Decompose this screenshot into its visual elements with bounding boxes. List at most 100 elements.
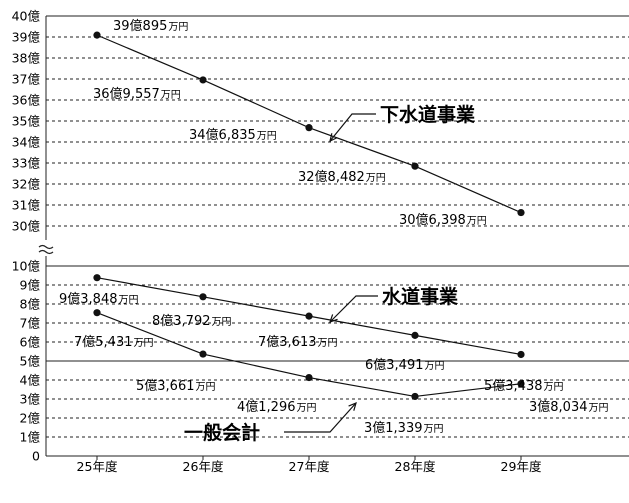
data-label-unit: 万円: [297, 403, 317, 414]
x-tick-label: 27年度: [289, 459, 330, 474]
data-point: [305, 373, 313, 382]
data-label-unit: 万円: [467, 216, 487, 227]
data-label-number: 5億3,438: [484, 378, 543, 394]
y-tick-label-lower: 8億: [20, 297, 41, 312]
data-label-unit: 万円: [425, 361, 445, 372]
data-point: [411, 392, 419, 401]
y-tick-label-lower: 6億: [20, 335, 41, 350]
data-label-number: 4億1,296: [237, 399, 296, 415]
y-tick-label-lower: 4億: [20, 373, 41, 388]
callout-line: [329, 295, 378, 323]
axis-break-mark: [38, 244, 54, 250]
axes: [38, 16, 522, 460]
data-label-number: 39億895: [113, 18, 167, 34]
x-tick-label: 25年度: [77, 459, 118, 474]
data-label-unit: 万円: [544, 382, 564, 393]
data-labels: 39億895万円36億9,557万円34億6,835万円32億8,482万円30…: [59, 18, 609, 436]
y-tick-label-lower: 2億: [20, 411, 41, 426]
tick-labels: 30億 31億 32億 33億 34億 35億 36億 37億 38億 39億 40億 0 1億 2億 3億…: [12, 9, 542, 475]
data-label: 4億1,296万円: [237, 399, 317, 415]
data-label-unit: 万円: [212, 317, 232, 328]
data-label: 3億8,034万円: [529, 399, 609, 415]
data-label-number: 8億3,792: [152, 313, 211, 329]
y-tick-label-lower: 5億: [20, 354, 41, 369]
callout-arrowhead: [348, 401, 357, 411]
y-tick-label-upper: 30億: [12, 219, 41, 234]
x-tick-label: 26年度: [183, 459, 224, 474]
data-label-unit: 万円: [366, 173, 386, 184]
data-label-unit: 万円: [168, 22, 188, 33]
data-point: [93, 309, 101, 317]
data-label: 32億8,482万円: [298, 169, 386, 185]
data-label: 7億3,613万円: [258, 334, 338, 350]
data-label-unit: 万円: [589, 403, 609, 414]
data-point: [517, 380, 525, 388]
gridlines: [46, 15, 629, 457]
y-tick-label-upper: 35億: [12, 114, 41, 129]
callout-line: [329, 113, 376, 142]
data-label: 5億3,438万円: [484, 378, 564, 394]
data-label-number: 7億3,613: [258, 334, 317, 350]
x-tick-label: 29年度: [501, 459, 542, 474]
data-label-number: 5億3,661: [136, 378, 195, 394]
y-tick-label-upper: 33億: [12, 156, 41, 171]
data-point: [305, 312, 313, 320]
y-tick-label-upper: 40億: [12, 9, 41, 24]
data-point: [93, 31, 101, 39]
data-point: [411, 162, 419, 170]
data-point: [199, 350, 207, 358]
data-point: [517, 208, 525, 217]
data-label-number: 36億9,557: [93, 86, 160, 102]
y-tick-label-upper: 31億: [12, 198, 41, 213]
y-tick-label-lower: 9億: [20, 278, 41, 293]
x-tick-label: 28年度: [395, 459, 436, 474]
data-point: [93, 274, 101, 282]
y-tick-label-lower: 10億: [12, 259, 41, 274]
data-label-number: 6億3,491: [365, 357, 424, 373]
y-tick-label-lower: 1億: [20, 430, 41, 445]
data-label-number: 7億5,431: [74, 334, 133, 350]
y-tick-label-lower: 7億: [20, 316, 41, 331]
series-name-label: 一般会計: [184, 421, 260, 444]
data-label: 9億3,848万円: [59, 291, 139, 307]
data-label-unit: 万円: [161, 90, 181, 101]
data-label: 5億3,661万円: [136, 378, 216, 394]
data-label: 34億6,835万円: [189, 127, 277, 143]
data-label-unit: 万円: [134, 338, 154, 349]
data-label-number: 3億8,034: [529, 399, 588, 415]
series-name-label: 下水道事業: [380, 103, 476, 126]
y-tick-label-upper: 37億: [12, 72, 41, 87]
data-label-unit: 万円: [318, 338, 338, 349]
data-point: [199, 76, 207, 84]
callout-line: [284, 402, 357, 433]
y-tick-label-upper: 32億: [12, 177, 41, 192]
data-label-number: 32億8,482: [298, 169, 365, 185]
data-label-unit: 万円: [196, 382, 216, 393]
series-points: [93, 31, 525, 401]
data-label: 30億6,398万円: [399, 212, 487, 228]
y-tick-label-upper: 34億: [12, 135, 41, 150]
axis-break-mark: [38, 249, 54, 255]
callout-arrowhead: [329, 314, 338, 323]
data-label-number: 9億3,848: [59, 291, 118, 307]
data-point: [199, 293, 207, 301]
data-label-unit: 万円: [119, 295, 139, 306]
data-point: [517, 350, 525, 359]
data-label: 36億9,557万円: [93, 86, 181, 102]
data-point: [411, 331, 419, 339]
data-label-unit: 万円: [424, 424, 444, 435]
data-label: 7億5,431万円: [74, 334, 154, 350]
callout-arrowhead: [329, 133, 338, 143]
data-label: 3億1,339万円: [364, 420, 444, 436]
data-label: 39億895万円: [113, 18, 188, 34]
data-label-unit: 万円: [257, 131, 277, 142]
y-tick-label-upper: 39億: [12, 30, 41, 45]
data-label-number: 3億1,339: [364, 420, 423, 436]
y-tick-label-lower: 0: [32, 449, 40, 464]
data-label-number: 30億6,398: [399, 212, 466, 228]
y-tick-label-lower: 3億: [20, 392, 41, 407]
data-label-number: 34億6,835: [189, 127, 256, 143]
